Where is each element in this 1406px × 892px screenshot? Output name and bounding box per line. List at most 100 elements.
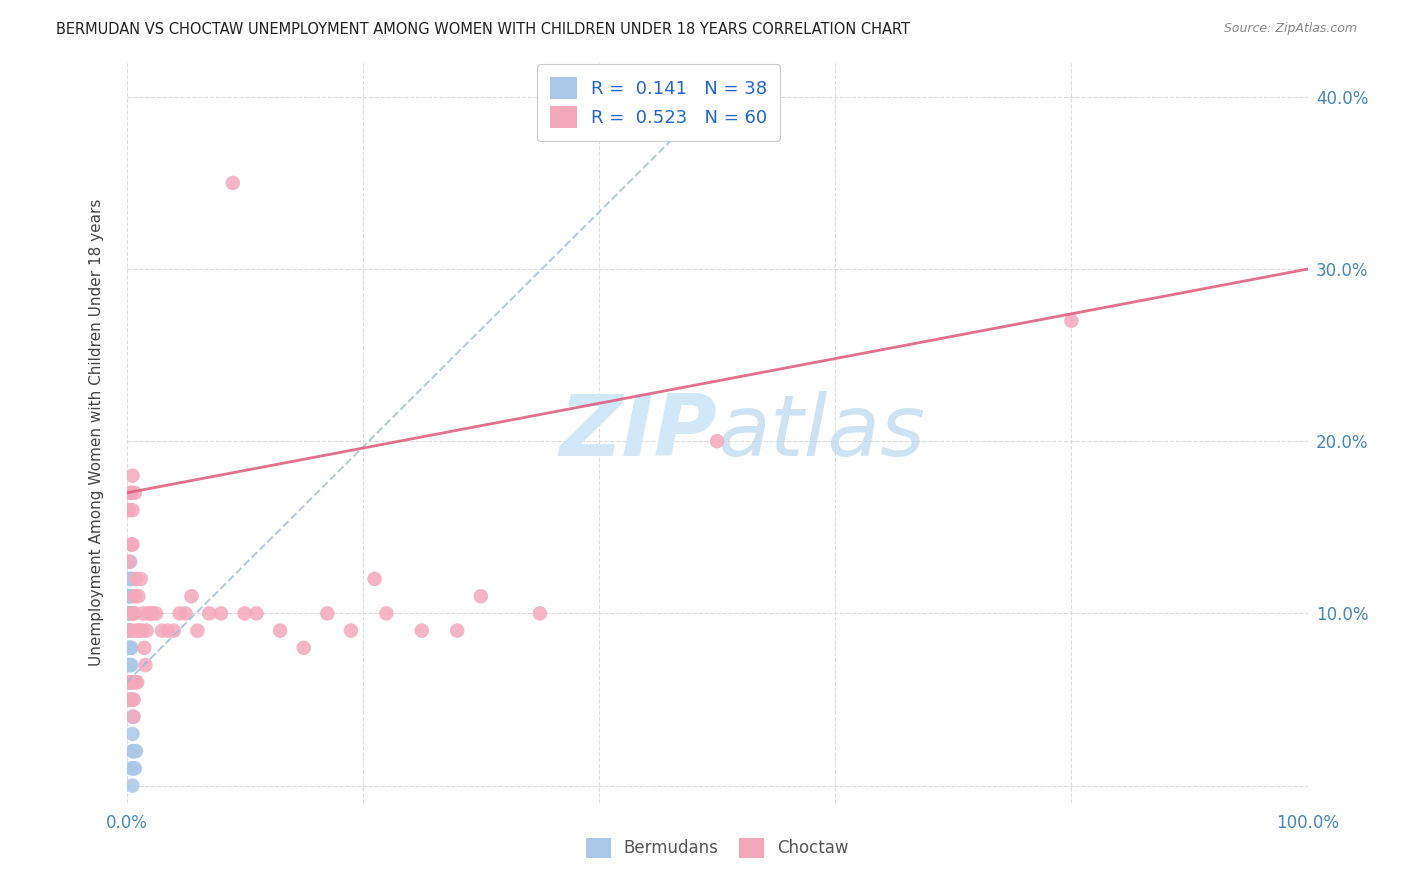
- Point: [120, 658, 142, 673]
- Point: [135, 624, 157, 638]
- Y-axis label: Unemployment Among Women with Children Under 18 years: Unemployment Among Women with Children U…: [90, 199, 104, 666]
- Point: [124, 486, 146, 500]
- Point: [117, 658, 139, 673]
- Point: [127, 589, 149, 603]
- Point: [120, 692, 142, 706]
- Point: [198, 607, 221, 621]
- Point: [132, 607, 155, 621]
- Point: [411, 624, 433, 638]
- Point: [120, 624, 142, 638]
- Point: [120, 658, 142, 673]
- Point: [120, 692, 142, 706]
- Point: [209, 607, 232, 621]
- Point: [141, 607, 163, 621]
- Point: [118, 658, 141, 673]
- Point: [180, 589, 202, 603]
- Point: [120, 675, 142, 690]
- Point: [245, 607, 267, 621]
- Point: [120, 675, 142, 690]
- Point: [269, 624, 291, 638]
- Point: [124, 761, 146, 775]
- Point: [120, 761, 142, 775]
- Point: [117, 675, 139, 690]
- Point: [120, 607, 142, 621]
- Point: [122, 744, 145, 758]
- Point: [121, 468, 143, 483]
- Point: [134, 640, 156, 655]
- Point: [134, 658, 156, 673]
- Point: [118, 607, 141, 621]
- Point: [706, 434, 728, 449]
- Point: [122, 709, 145, 723]
- Text: ZIP: ZIP: [560, 391, 717, 475]
- Point: [120, 692, 142, 706]
- Point: [121, 727, 143, 741]
- Point: [233, 607, 256, 621]
- Point: [122, 761, 145, 775]
- Point: [120, 589, 142, 603]
- Point: [186, 624, 208, 638]
- Point: [375, 607, 398, 621]
- Point: [124, 589, 146, 603]
- Point: [120, 607, 142, 621]
- Point: [120, 640, 142, 655]
- Point: [117, 624, 139, 638]
- Point: [117, 589, 139, 603]
- Point: [120, 555, 142, 569]
- Point: [169, 607, 191, 621]
- Point: [125, 675, 148, 690]
- Point: [131, 624, 153, 638]
- Point: [1060, 314, 1083, 328]
- Point: [120, 537, 142, 551]
- Point: [529, 607, 551, 621]
- Point: [120, 624, 142, 638]
- Text: BERMUDAN VS CHOCTAW UNEMPLOYMENT AMONG WOMEN WITH CHILDREN UNDER 18 YEARS CORREL: BERMUDAN VS CHOCTAW UNEMPLOYMENT AMONG W…: [56, 22, 910, 37]
- Point: [145, 607, 167, 621]
- Point: [120, 486, 142, 500]
- Point: [121, 675, 143, 690]
- Point: [120, 589, 142, 603]
- Point: [127, 675, 149, 690]
- Point: [117, 607, 139, 621]
- Point: [120, 572, 142, 586]
- Point: [120, 572, 142, 586]
- Point: [124, 607, 146, 621]
- Point: [120, 486, 142, 500]
- Point: [129, 572, 152, 586]
- Point: [118, 624, 141, 638]
- Point: [363, 572, 385, 586]
- Point: [163, 624, 186, 638]
- Legend: Bermudans, Choctaw: Bermudans, Choctaw: [579, 831, 855, 865]
- Point: [118, 640, 141, 655]
- Point: [121, 503, 143, 517]
- Point: [128, 624, 150, 638]
- Point: [121, 779, 143, 793]
- Point: [121, 537, 143, 551]
- Point: [139, 607, 162, 621]
- Point: [136, 607, 159, 621]
- Text: Source: ZipAtlas.com: Source: ZipAtlas.com: [1223, 22, 1357, 36]
- Point: [120, 624, 142, 638]
- Point: [121, 744, 143, 758]
- Point: [118, 675, 141, 690]
- Point: [122, 675, 145, 690]
- Point: [125, 744, 148, 758]
- Point: [122, 692, 145, 706]
- Point: [292, 640, 315, 655]
- Point: [120, 675, 142, 690]
- Text: atlas: atlas: [717, 391, 925, 475]
- Point: [118, 503, 141, 517]
- Point: [121, 607, 143, 621]
- Point: [316, 607, 339, 621]
- Point: [118, 555, 141, 569]
- Point: [446, 624, 468, 638]
- Point: [340, 624, 363, 638]
- Point: [121, 692, 143, 706]
- Point: [125, 572, 148, 586]
- Point: [127, 624, 149, 638]
- Point: [125, 624, 148, 638]
- Point: [150, 624, 173, 638]
- Point: [470, 589, 492, 603]
- Point: [222, 176, 245, 190]
- Point: [156, 624, 179, 638]
